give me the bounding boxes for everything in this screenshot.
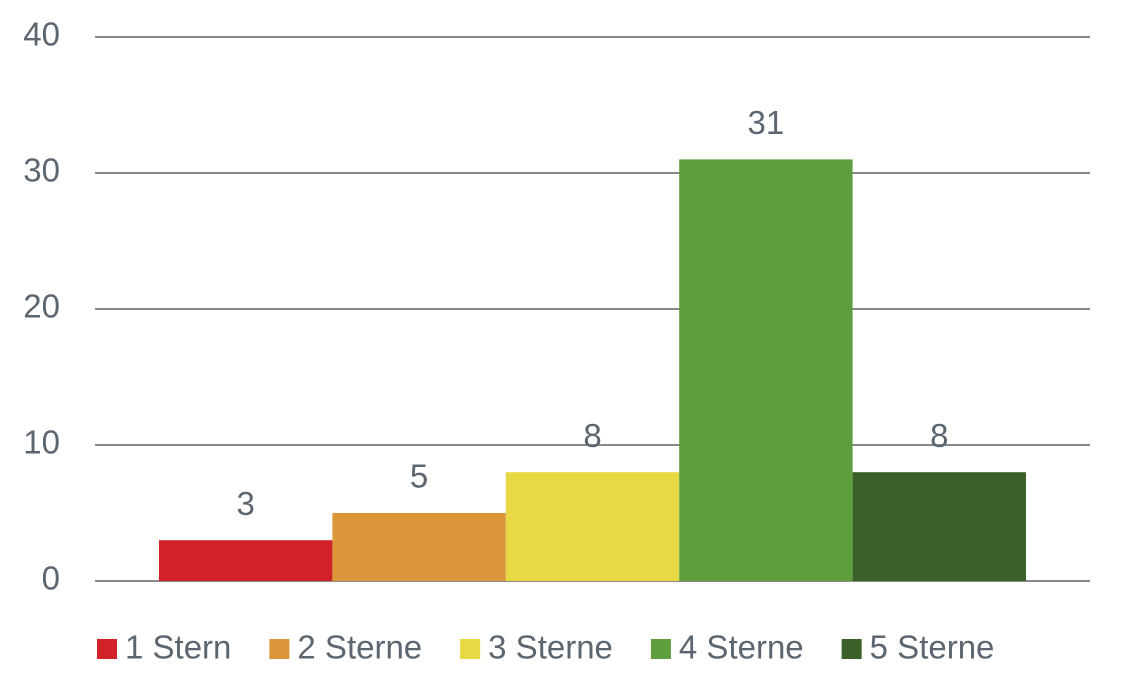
legend-swatch <box>97 639 117 659</box>
legend-swatch <box>460 639 481 659</box>
legend-swatch <box>841 639 862 659</box>
y-tick-label: 30 <box>23 152 60 189</box>
legend-swatch <box>650 639 671 659</box>
legend-label: 2 Sterne <box>297 629 422 666</box>
y-tick-label: 0 <box>42 560 60 597</box>
bar <box>852 472 1026 581</box>
data-label: 5 <box>410 458 428 495</box>
y-tick-label: 40 <box>23 16 60 53</box>
data-label: 8 <box>930 417 948 454</box>
bar <box>159 540 333 581</box>
legend-swatch <box>269 639 290 659</box>
legend-label: 3 Sterne <box>488 629 613 666</box>
y-tick-label: 10 <box>23 424 60 461</box>
bar <box>679 159 853 581</box>
legend-label: 5 Sterne <box>870 629 995 666</box>
legend-label: 4 Sterne <box>679 629 804 666</box>
y-tick-label: 20 <box>23 288 60 325</box>
legend-label: 1 Stern <box>125 629 231 666</box>
bar <box>332 513 506 581</box>
data-label: 31 <box>748 104 785 141</box>
bar <box>505 472 680 581</box>
data-label: 8 <box>583 417 601 454</box>
data-label: 3 <box>237 485 255 522</box>
